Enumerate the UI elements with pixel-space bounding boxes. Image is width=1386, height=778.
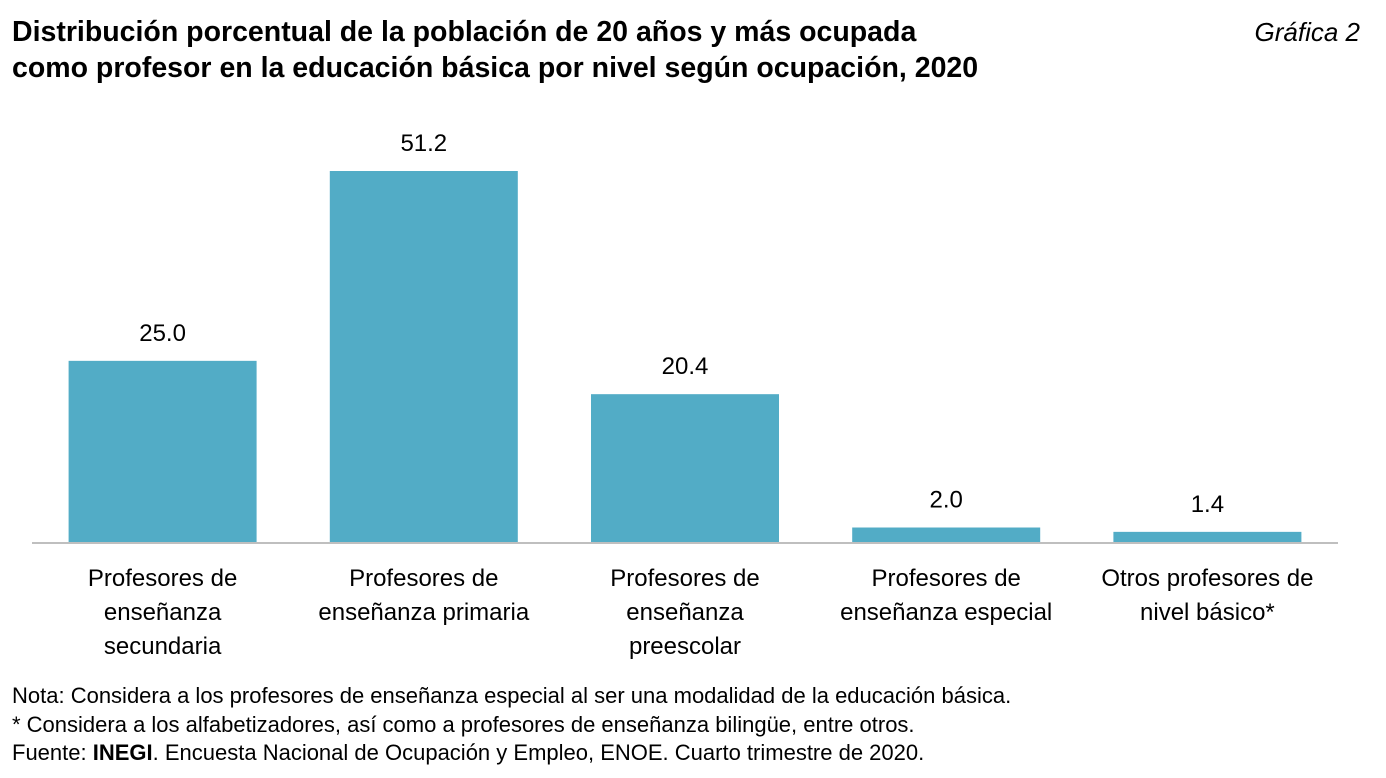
chart-title: Distribución porcentual de la población … (12, 14, 1092, 86)
source-org: INEGI (92, 740, 153, 765)
value-labels-group: 25.0 51.2 20.4 2.0 1.4 (139, 130, 1224, 518)
chart-title-line-1: Distribución porcentual de la población … (12, 16, 917, 48)
figure-label: Gráfica 2 (1254, 17, 1361, 47)
note-text: Nota: Considera a los profesores de ense… (12, 683, 1012, 708)
bar-5 (1113, 531, 1302, 542)
value-label-4: 2.0 (930, 487, 963, 514)
source-prefix: Fuente: (12, 740, 93, 765)
category-label-2: Profesores de enseñanza primaria (318, 565, 529, 626)
value-label-3: 20.4 (662, 353, 709, 380)
category-label-5: Otros profesores de nivel básico* (1101, 565, 1313, 626)
category-labels-group: Profesores de enseñanza secundaria Profesor… (88, 565, 1314, 660)
source-rest: . Encuesta Nacional de Ocupación y Emple… (152, 740, 925, 765)
bar-chart: 25.0 51.2 20.4 2.0 1.4 Profesores de enseñanz… (32, 130, 1338, 660)
asterisk-note: * Considera a los alfabetizadores, así c… (12, 711, 915, 737)
value-label-2: 51.2 (400, 130, 447, 157)
bars-group (68, 171, 1302, 542)
category-label-1: Profesores de enseñanza secundaria (88, 565, 237, 660)
category-label-3: Profesores de enseñanza preescolar (610, 565, 759, 660)
footnotes: Nota: Considera a los profesores de ense… (12, 682, 1011, 768)
bar-4 (852, 527, 1041, 542)
category-label-4: Profesores de enseñanza especial (840, 565, 1052, 626)
chart-title-line-2: como profesor en la educación básica por… (12, 52, 979, 84)
bar-1 (68, 360, 257, 542)
bar-3 (591, 394, 779, 542)
source-note: Fuente: INEGI. Encuesta Nacional de Ocup… (12, 739, 1011, 768)
bar-2 (329, 171, 518, 542)
value-label-1: 25.0 (139, 320, 186, 347)
value-label-5: 1.4 (1191, 491, 1224, 518)
